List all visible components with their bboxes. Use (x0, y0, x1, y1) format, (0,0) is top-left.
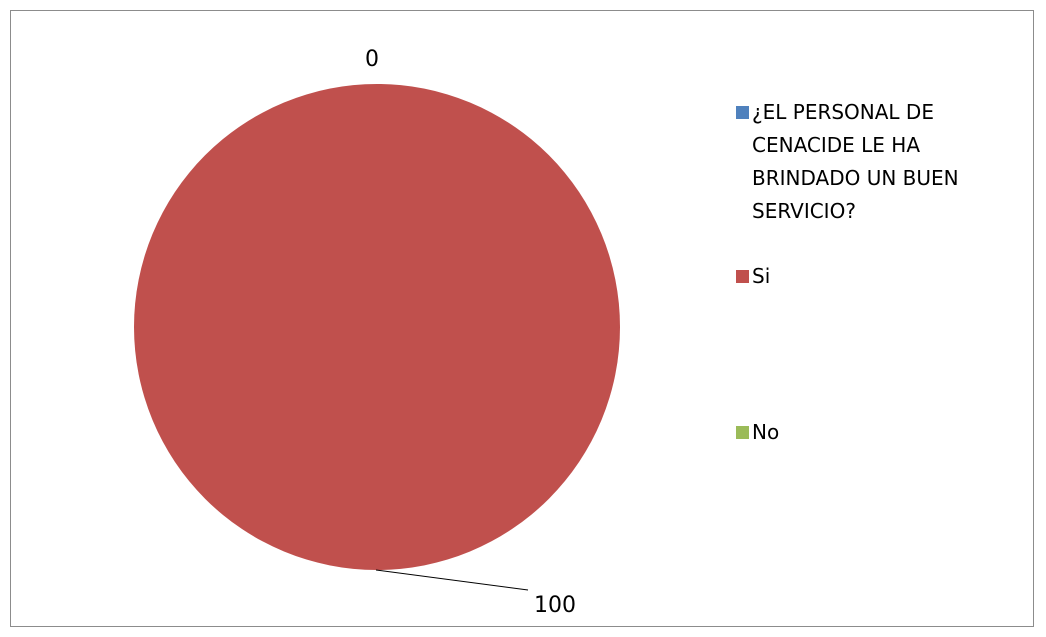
legend-label-question: ¿EL PERSONAL DE CENACIDE LE HA BRINDADO … (752, 100, 959, 223)
legend-swatch-no (736, 426, 749, 439)
leader-line-si (375, 569, 529, 591)
data-label-no: 0 (365, 47, 379, 72)
legend-swatch-si (736, 270, 749, 283)
legend-label-no: No (752, 420, 780, 444)
legend-item-question: ¿EL PERSONAL DE CENACIDE LE HA BRINDADO … (736, 96, 1017, 228)
pie-slice-si (134, 84, 620, 570)
legend-item-si: Si (736, 260, 1017, 293)
legend-label-si: Si (752, 264, 771, 288)
legend-item-no: No (736, 416, 1017, 449)
legend-swatch-question (736, 106, 749, 119)
data-label-si: 100 (534, 593, 576, 618)
